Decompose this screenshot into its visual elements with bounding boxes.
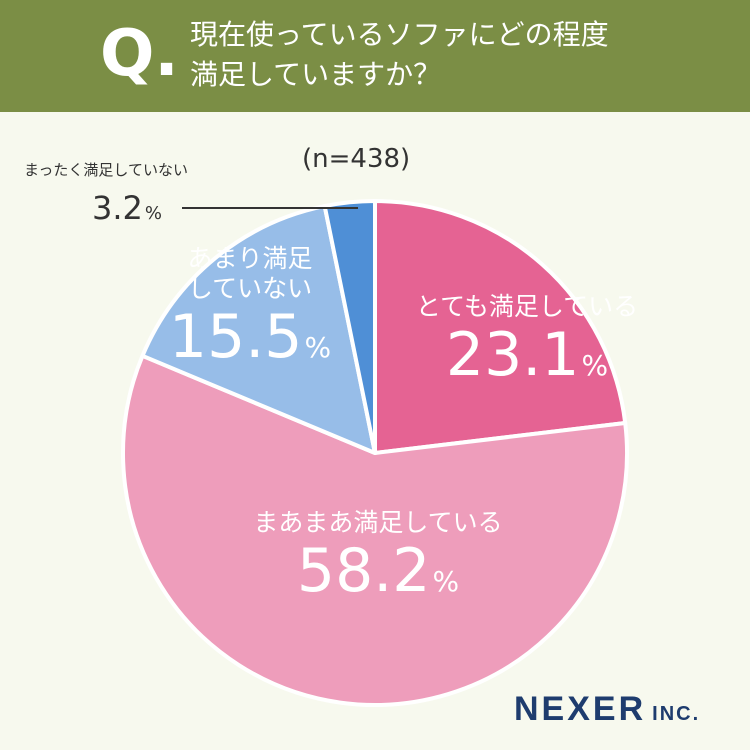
label-very-satisfied-name: とても満足している <box>415 292 639 321</box>
brand-name: NEXER <box>514 690 647 728</box>
label-somewhat-satisfied-name: まあまあ満足している <box>253 508 503 537</box>
label-very-satisfied-value: 23.1 <box>445 320 580 390</box>
question-line-1: 現在使っているソファにどの程度 <box>190 18 609 51</box>
label-somewhat-satisfied-value: 58.2 <box>296 536 431 606</box>
label-not-very-satisfied-line-1: あまり満足 <box>187 244 313 273</box>
callout-leader-line <box>182 207 358 209</box>
label-very-satisfied-unit: % <box>581 349 609 382</box>
label-somewhat-satisfied: まあまあ満足している 58.2% <box>228 508 528 604</box>
sample-size-label: (n=438) <box>302 144 411 174</box>
question-header: Q. 現在使っているソファにどの程度 満足していますか？ <box>0 0 750 112</box>
label-not-at-all-satisfied-unit: % <box>144 203 162 224</box>
slice-somewhat-satisfied <box>121 353 629 707</box>
slice-very-satisfied <box>373 199 628 455</box>
slice-not-at-all-satisfied <box>322 199 377 455</box>
question-line-2: 満足していますか？ <box>190 58 442 91</box>
label-not-very-satisfied: あまり満足 していない 15.5% <box>160 244 340 370</box>
brand-logo: NEXER INC. <box>514 690 700 729</box>
label-not-at-all-satisfied-name: まったく満足していない <box>24 161 188 179</box>
label-not-very-satisfied-unit: % <box>304 331 332 364</box>
label-not-very-satisfied-line-2: していない <box>187 274 313 303</box>
label-not-very-satisfied-value: 15.5 <box>168 302 303 372</box>
label-not-at-all-satisfied-value: 3.2 <box>92 189 143 227</box>
question-mark: Q. <box>100 17 179 91</box>
brand-suffix: INC. <box>652 703 701 725</box>
label-not-at-all-satisfied: 3.2% <box>92 190 162 232</box>
label-somewhat-satisfied-unit: % <box>432 565 460 598</box>
slice-not-very-satisfied <box>140 204 377 455</box>
label-very-satisfied: とても満足している 23.1% <box>402 292 652 388</box>
